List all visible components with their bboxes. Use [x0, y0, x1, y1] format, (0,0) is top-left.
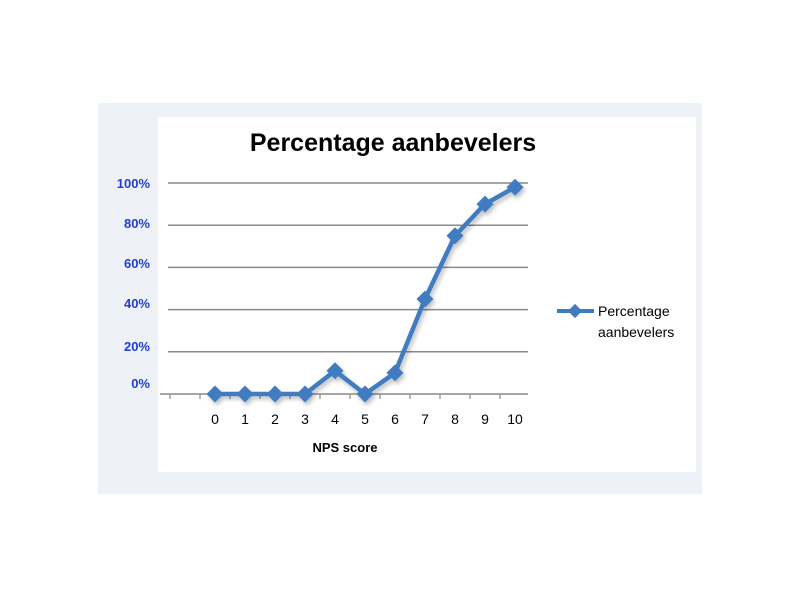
x-tick-label: 10: [507, 411, 523, 427]
data-point: [236, 385, 254, 403]
y-tick-label: 60%: [124, 256, 150, 271]
gridlines: [168, 182, 528, 353]
x-tick-label: 5: [361, 411, 369, 427]
x-tick-label: 0: [211, 411, 219, 427]
data-point: [506, 178, 524, 196]
data-point: [476, 195, 494, 213]
data-point: [386, 364, 404, 382]
x-tick-label: 2: [271, 411, 279, 427]
y-tick-label: 0%: [131, 376, 150, 391]
x-tick-label: 3: [301, 411, 309, 427]
legend: Percentage aanbevelers: [557, 303, 674, 340]
y-tick-label: 40%: [124, 296, 150, 311]
y-tick-label: 20%: [124, 339, 150, 354]
legend-label-line2: aanbevelers: [598, 324, 674, 340]
x-tick-label: 1: [241, 411, 249, 427]
series-percentage-aanbevelers: [206, 178, 524, 403]
x-tick-label: 8: [451, 411, 459, 427]
chart-title: Percentage aanbevelers: [250, 129, 536, 157]
x-axis-label: NPS score: [312, 440, 377, 455]
x-tick-label: 9: [481, 411, 489, 427]
series-line: [215, 185, 517, 397]
y-tick-label: 80%: [124, 216, 150, 231]
x-tick-label: 4: [331, 411, 339, 427]
data-point: [296, 385, 314, 403]
data-point: [266, 385, 284, 403]
y-axis-ticks: 100% 80% 60% 40% 20% 0%: [117, 176, 151, 391]
legend-marker-swatch: [567, 303, 583, 319]
x-tick-label: 7: [421, 411, 429, 427]
legend-label-line1: Percentage: [598, 303, 670, 319]
data-point: [206, 385, 224, 403]
x-tick-label: 6: [391, 411, 399, 427]
data-point: [326, 362, 344, 380]
data-point: [446, 227, 464, 245]
data-point: [356, 385, 374, 403]
x-axis-ticks: 0 1 2 3 4 5 6 7 8 9 10: [211, 411, 523, 427]
y-tick-label: 100%: [117, 176, 151, 191]
data-point: [416, 290, 434, 308]
